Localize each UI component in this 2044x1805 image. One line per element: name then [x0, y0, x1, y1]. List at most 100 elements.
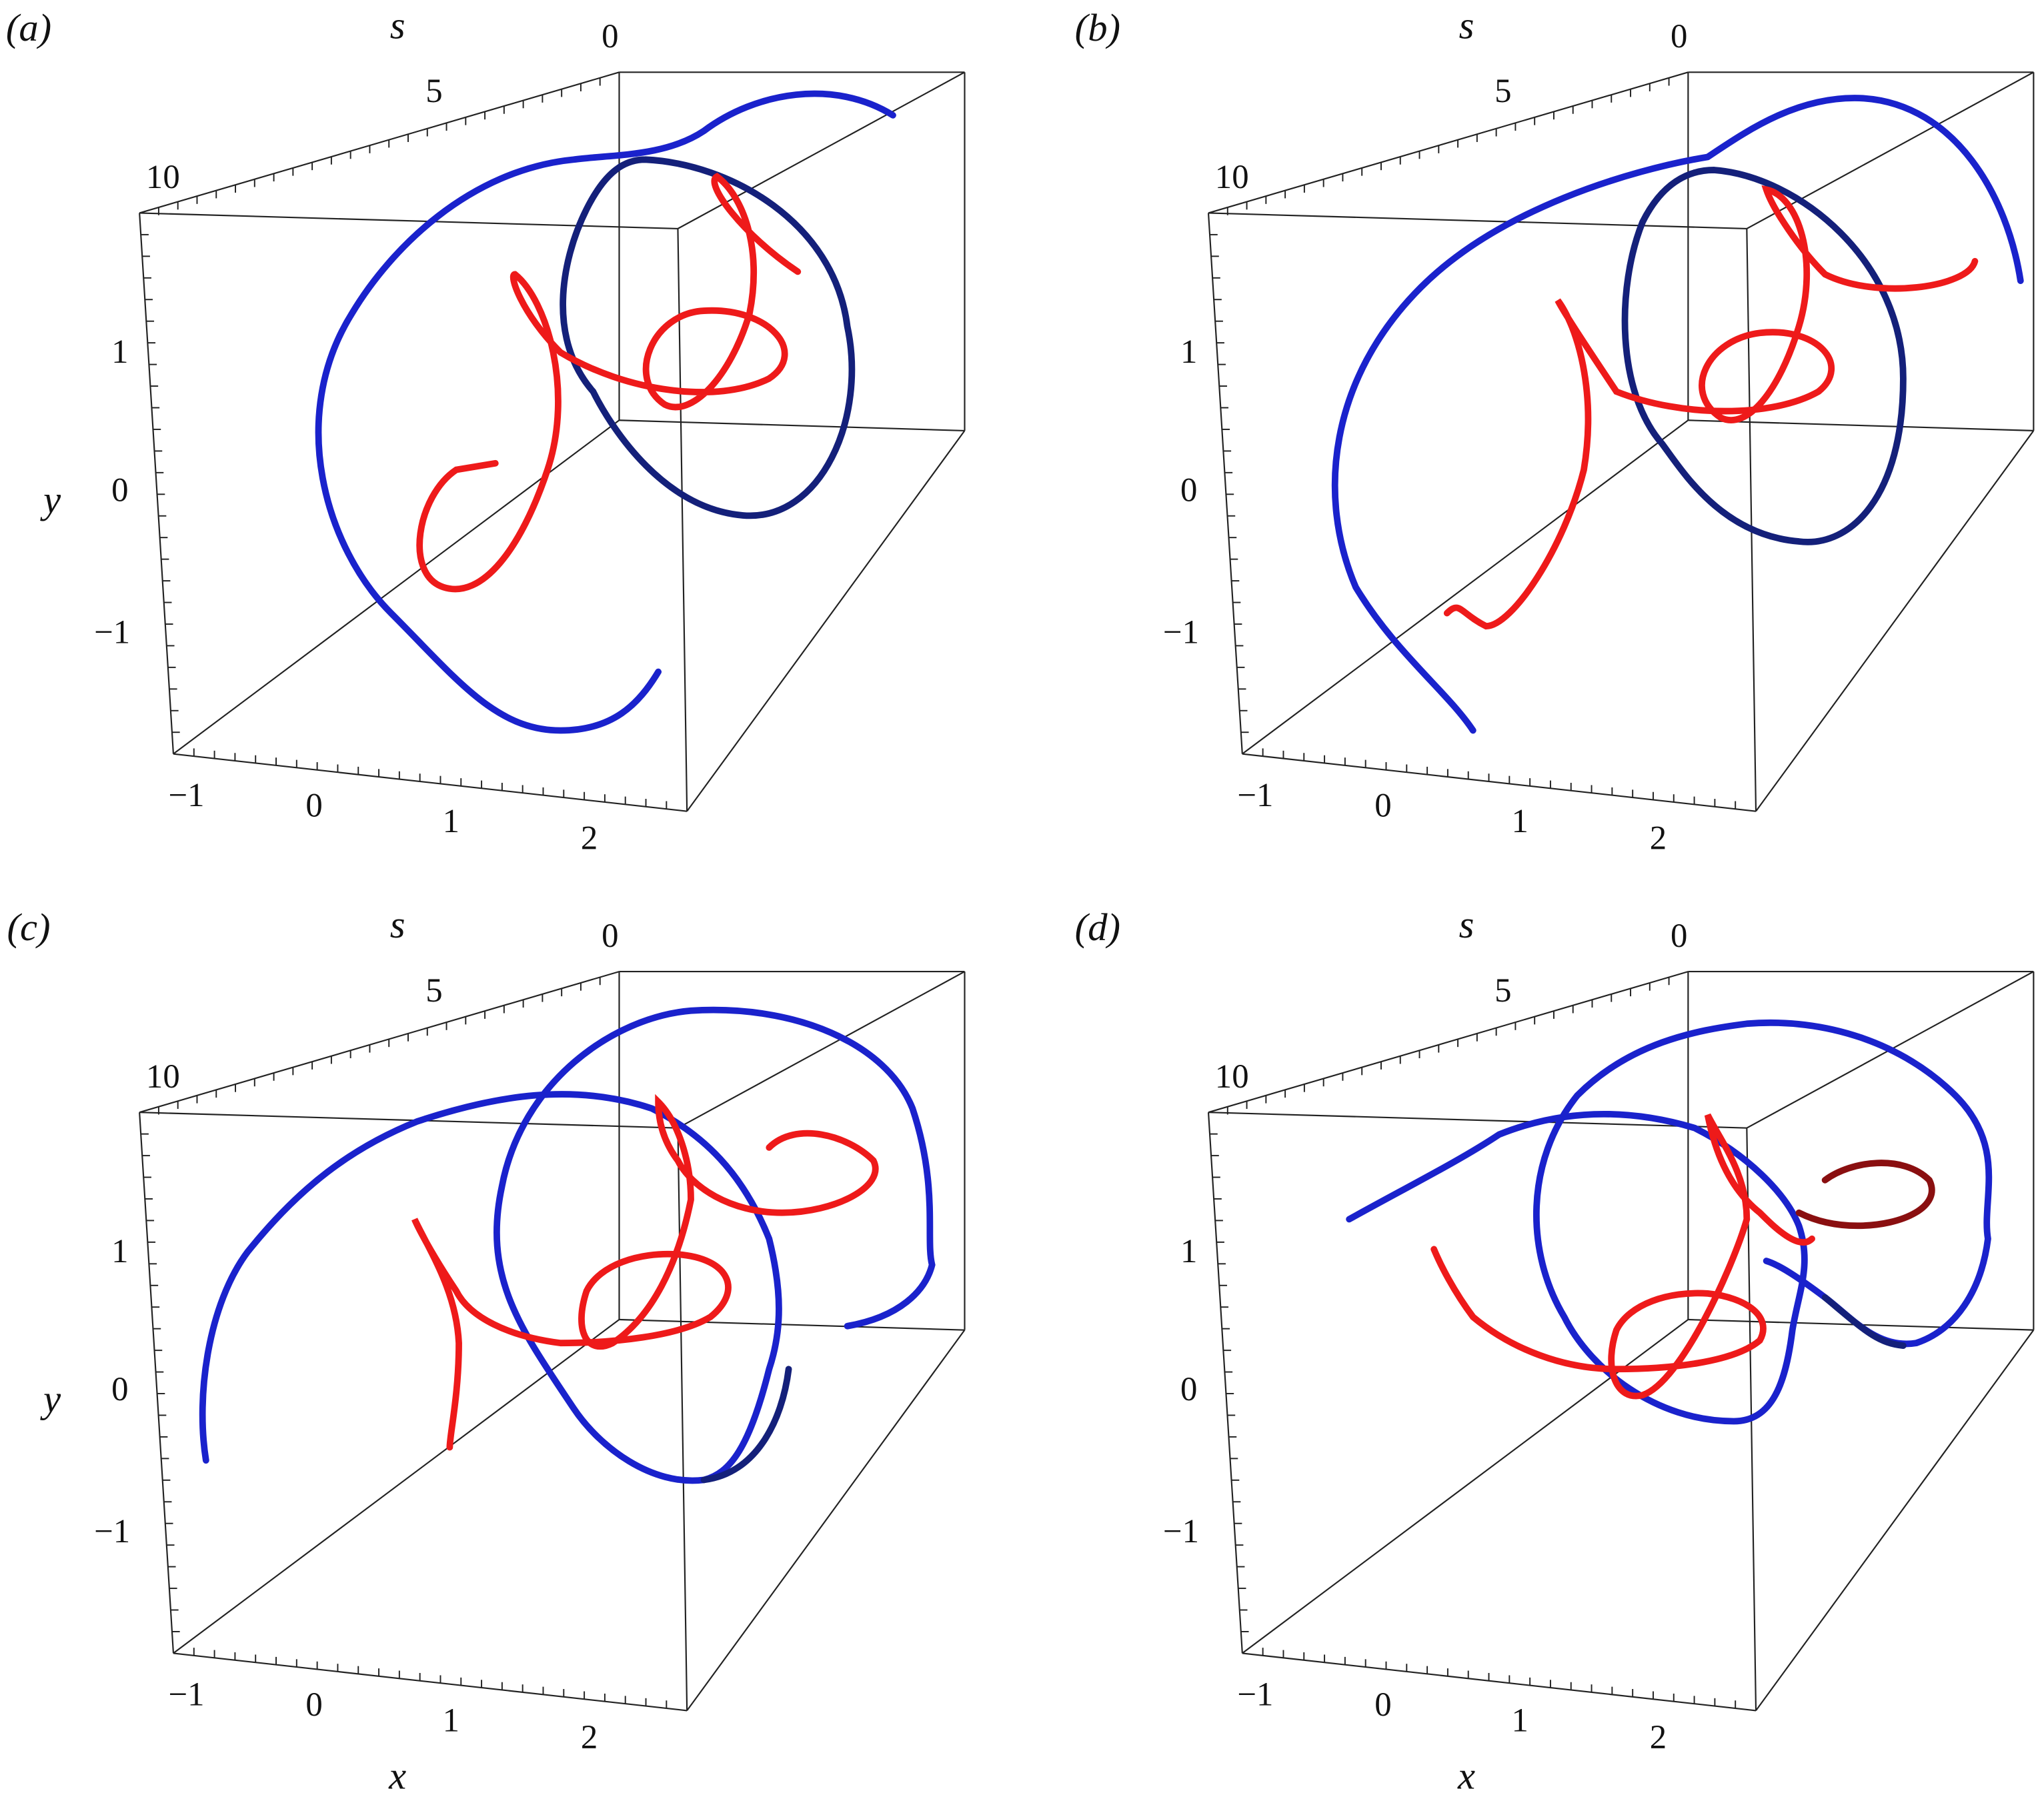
y-tick-label: 1 — [111, 1232, 128, 1270]
s-axis-label: s — [390, 903, 405, 946]
box-edge — [139, 971, 620, 1114]
panel-label: (a) — [6, 6, 51, 49]
x-tick-label: −1 — [1237, 1676, 1273, 1713]
x-tick-label: 1 — [1511, 802, 1528, 839]
box-edge — [173, 419, 620, 755]
s-tick-label: 0 — [602, 917, 618, 954]
curve — [1443, 185, 1979, 629]
y-axis-label: y — [40, 478, 61, 521]
box-edge — [1755, 1330, 2035, 1712]
s-axis-label: s — [390, 3, 405, 47]
s-tick-label: 5 — [1494, 72, 1511, 109]
curve — [1331, 95, 2024, 734]
panel-label: (d) — [1075, 906, 1120, 949]
x-tick-label: 0 — [305, 1686, 322, 1723]
x-tick-label: 0 — [1374, 1686, 1391, 1723]
s-tick-label: 5 — [425, 72, 442, 109]
box-edge — [677, 971, 966, 1129]
y-axis-label: y — [40, 1378, 61, 1421]
y-tick-label: 0 — [111, 471, 128, 508]
box-edge — [173, 1319, 620, 1654]
curve — [1795, 1160, 1935, 1230]
x-axis-label: x — [388, 1754, 406, 1797]
curve — [560, 156, 856, 519]
s-tick-label: 5 — [425, 972, 442, 1009]
x-tick-label: 2 — [1650, 1718, 1667, 1756]
s-tick-label: 10 — [1215, 158, 1249, 195]
s-axis-label: s — [1459, 903, 1474, 946]
box-edge — [1207, 213, 1243, 754]
box-edge — [1242, 1652, 1757, 1712]
curve — [1346, 1019, 1993, 1425]
box-edge — [1208, 71, 1689, 214]
x-tick-label: −1 — [168, 1676, 204, 1713]
box-edge — [173, 1652, 688, 1712]
box-edge — [677, 1128, 688, 1711]
box-edge — [1242, 419, 1689, 755]
s-tick-label: 0 — [602, 17, 618, 55]
x-tick-label: 1 — [443, 1702, 459, 1739]
x-tick-label: 2 — [1650, 819, 1667, 856]
box-edge — [173, 753, 688, 812]
box-edge — [1746, 71, 2034, 229]
x-tick-label: 2 — [581, 819, 598, 856]
x-axis-label: x — [1457, 1754, 1475, 1797]
panel-label: (b) — [1075, 6, 1120, 49]
box-edge — [1688, 419, 2034, 431]
s-tick-label: 0 — [1671, 17, 1687, 55]
x-tick-label: −1 — [1237, 776, 1273, 813]
box-edge — [139, 213, 175, 754]
x-tick-label: 0 — [1374, 786, 1391, 823]
curve — [315, 90, 896, 734]
curve — [700, 1366, 792, 1484]
s-tick-label: 10 — [146, 1058, 180, 1095]
y-tick-label: −1 — [1163, 613, 1199, 650]
box-edge — [139, 71, 620, 214]
s-tick-label: 5 — [1494, 972, 1511, 1009]
box-edge — [139, 212, 678, 229]
curve — [416, 172, 802, 593]
box-edge — [139, 1112, 678, 1129]
x-tick-label: 1 — [1511, 1702, 1528, 1739]
box-edge — [1242, 753, 1757, 812]
y-tick-label: 0 — [1180, 471, 1197, 508]
box-edge — [1755, 430, 2035, 812]
y-tick-label: 1 — [1180, 1232, 1197, 1270]
y-tick-label: 1 — [111, 333, 128, 370]
box-edge — [1746, 228, 1757, 811]
s-tick-label: 10 — [1215, 1058, 1249, 1095]
curve — [1430, 1113, 1815, 1400]
x-tick-label: 0 — [305, 786, 322, 823]
x-tick-label: 2 — [581, 1718, 598, 1756]
box-edge — [1207, 1112, 1243, 1654]
s-tick-label: 0 — [1671, 917, 1687, 954]
y-tick-label: −1 — [94, 1512, 130, 1550]
box-edge — [619, 419, 965, 431]
box-edge — [677, 228, 688, 811]
x-tick-label: 1 — [443, 802, 459, 839]
box-edge — [619, 1318, 965, 1331]
box-edge — [1208, 971, 1689, 1114]
y-tick-label: −1 — [94, 613, 130, 650]
s-tick-label: 10 — [146, 158, 180, 195]
panel-label: (c) — [7, 906, 50, 949]
curve — [199, 1006, 936, 1484]
box-edge — [686, 1330, 966, 1712]
y-tick-label: 1 — [1180, 333, 1197, 370]
box-edge — [139, 1112, 175, 1654]
box-edge — [1208, 212, 1747, 229]
box-edge — [686, 430, 966, 812]
y-tick-label: 0 — [111, 1370, 128, 1408]
s-axis-label: s — [1459, 3, 1474, 47]
y-tick-label: 0 — [1180, 1370, 1197, 1408]
curve — [1621, 167, 1907, 545]
box-edge — [1208, 1112, 1747, 1129]
x-tick-label: −1 — [168, 776, 204, 813]
y-tick-label: −1 — [1163, 1512, 1199, 1550]
